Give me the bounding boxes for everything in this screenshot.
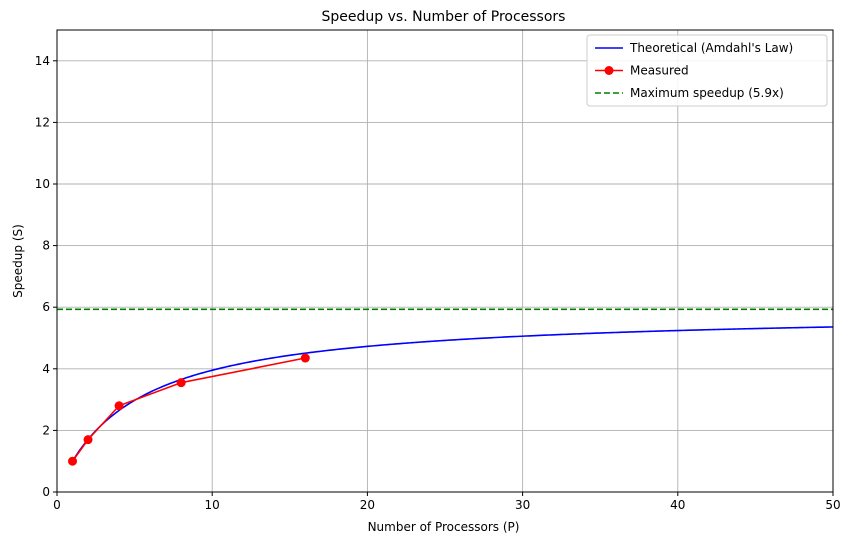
x-axis-ticks: 0 10 20 30 40 50 [53,492,841,512]
y-tick-label: 0 [42,485,50,499]
y-tick-label: 14 [35,54,50,68]
y-tick-label: 10 [35,177,50,191]
legend-label: Theoretical (Amdahl's Law) [629,41,793,55]
legend-label: Maximum speedup (5.9x) [630,86,784,100]
legend-box [586,34,828,107]
legend: Theoretical (Amdahl's Law) Measured Maximu… [586,34,828,107]
measured-point [114,401,124,411]
legend-marker [604,66,614,75]
y-axis-label: Speedup (S) [11,224,25,298]
chart-title: Speedup vs. Number of Processors [322,9,566,25]
y-axis-ticks: 0 2 4 6 8 10 12 14 [35,54,57,499]
x-tick-label: 10 [205,498,220,512]
x-tick-label: 40 [670,498,685,512]
x-axis-label: Number of Processors (P) [368,520,520,534]
y-tick-label: 4 [42,362,50,376]
x-tick-label: 20 [360,498,375,512]
plot-frame [56,29,834,493]
measured-point [68,456,78,466]
y-tick-label: 12 [35,115,50,129]
theoretical-curve [71,326,834,462]
theoretical-layer [71,326,834,462]
grid [56,30,834,493]
x-tick-label: 30 [515,498,530,512]
y-tick-label: 6 [42,300,50,314]
x-tick-label: 0 [53,498,61,512]
measured-layer [68,353,310,466]
measured-point [300,353,310,363]
x-tick-label: 50 [825,498,840,512]
measured-point [83,435,93,445]
y-tick-label: 2 [42,423,50,437]
axes-frame [56,29,834,493]
y-tick-label: 8 [42,239,50,253]
legend-label: Measured [630,64,689,78]
measured-point [176,378,186,388]
